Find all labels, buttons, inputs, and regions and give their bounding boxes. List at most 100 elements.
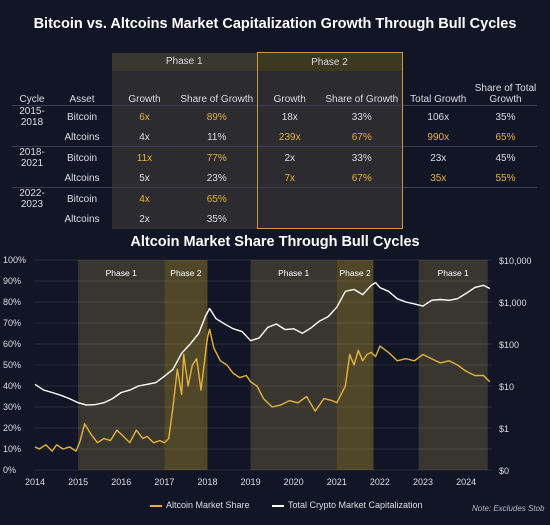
legend-total-label: Total Crypto Market Capitalization: [288, 500, 423, 510]
phase-band-label: Phase 2: [340, 268, 371, 278]
x-tick-label: 2023: [413, 477, 433, 487]
y-left-tick-label: 40%: [3, 381, 21, 391]
y-left-tick-label: 50%: [3, 360, 21, 370]
col-header-p2-share: Share of Growth: [322, 71, 403, 106]
table-row: 2015-2018 Bitcoin 6x 89% 18x 33% 106x 35%: [12, 105, 537, 128]
y-right-tick-label: $1: [499, 424, 509, 434]
phase-band-label: Phase 1: [438, 268, 469, 278]
asset-cell: Altcoins: [64, 213, 100, 225]
y-right-tick-label: $100: [499, 340, 519, 350]
cycle-cell: 2022-2023: [12, 187, 52, 210]
legend-altcoin-label: Altcoin Market Share: [166, 500, 250, 510]
phase-band-label: Phase 1: [106, 268, 137, 278]
p2s-cell: [322, 187, 403, 210]
x-tick-label: 2019: [241, 477, 261, 487]
cycle-cell: [12, 210, 52, 229]
p2g-cell: 2x: [256, 146, 322, 169]
table-row: 2018-2021 Bitcoin 11x 77% 2x 33% 23x 45%: [12, 146, 537, 169]
p1g-cell: 5x: [112, 169, 177, 188]
table-row: Altcoins 2x 35%: [12, 210, 537, 229]
y-left-tick-label: 60%: [3, 339, 21, 349]
p2s-cell: 67%: [322, 169, 403, 188]
y-left-tick-label: 0%: [3, 465, 16, 475]
tg-cell: [402, 210, 474, 229]
table-row: Altcoins 5x 23% 7x 67% 35x 55%: [12, 169, 537, 188]
y-left-tick-label: 70%: [3, 318, 21, 328]
y-left-tick-label: 100%: [3, 255, 26, 265]
tg-cell: 106x: [402, 105, 474, 128]
total-market-cap-line: [34, 281, 491, 406]
table-row: 2022-2023 Bitcoin 4x 65%: [12, 187, 537, 210]
cycle-cell: [12, 128, 52, 147]
x-tick-label: 2017: [154, 477, 174, 487]
col-header-total-share: Share of Total Growth: [474, 83, 537, 105]
y-right-tick-label: $10,000: [499, 256, 532, 266]
col-header-p1-growth: Growth: [112, 71, 177, 106]
asset-cell: Bitcoin: [52, 187, 112, 210]
tg-cell: 23x: [402, 146, 474, 169]
altcoin-share-chart: Phase 1 Phase 2 Phase 1 Phase 2 Phase 1 0% 10%…: [3, 255, 532, 487]
phase-band: [250, 260, 337, 470]
p2s-cell: 67%: [322, 128, 403, 147]
p2s-cell: 33%: [322, 105, 403, 128]
p1s-cell: 65%: [177, 187, 257, 210]
p1s-cell: 77%: [177, 146, 257, 169]
col-header-asset: Asset: [69, 94, 95, 105]
y-left-tick-label: 10%: [3, 444, 21, 454]
y-left-tick-label: 20%: [3, 423, 21, 433]
table-row: Altcoins 4x 11% 239x 67% 990x 65%: [12, 128, 537, 147]
p1g-cell: 11x: [112, 146, 177, 169]
y-left-tick-label: 80%: [3, 297, 21, 307]
x-tick-label: 2024: [456, 477, 476, 487]
cycle-cell: [12, 169, 52, 188]
y-left-tick-label: 90%: [3, 276, 21, 286]
ts-cell: 55%: [495, 172, 516, 184]
p1s-cell: 11%: [177, 128, 257, 147]
footnote: Note: Excludes Stob: [472, 504, 545, 513]
p2g-cell: 7x: [256, 169, 322, 188]
column-header-row: Cycle Asset Growth Share of Growth Growt…: [12, 71, 537, 106]
ts-cell: 35%: [474, 105, 537, 128]
x-tick-label: 2022: [370, 477, 390, 487]
col-header-p1-share: Share of Growth: [177, 71, 257, 106]
page-title: Bitcoin vs. Altcoins Market Capitalizati…: [33, 16, 517, 32]
phase-header-row: Phase 1 Phase 2: [12, 52, 537, 71]
cycle-cell: 2018-2021: [12, 146, 52, 169]
p2g-cell: 239x: [256, 128, 322, 147]
cycle-cell: 2015-2018: [12, 105, 52, 128]
tg-cell: 35x: [430, 172, 447, 184]
phase1-header: Phase 1: [112, 52, 257, 71]
p2g-cell: [256, 210, 322, 229]
p2g-cell: 18x: [256, 105, 322, 128]
p1s-cell: 23%: [177, 169, 257, 188]
p1g-cell: 4x: [112, 128, 177, 147]
phase-band: [164, 260, 208, 470]
x-tick-label: 2015: [68, 477, 88, 487]
growth-table: Phase 1 Phase 2 Cycle Asset Growth Share…: [12, 52, 537, 229]
p2s-cell: [322, 210, 403, 229]
x-tick-label: 2014: [25, 477, 45, 487]
tg-cell: [402, 187, 474, 210]
x-tick-label: 2020: [284, 477, 304, 487]
phase2-header: Phase 2: [256, 52, 403, 71]
p1g-cell: 4x: [112, 187, 177, 210]
legend-total-swatch: [272, 504, 284, 507]
p1g-cell: 2x: [112, 210, 177, 229]
p1s-cell: 89%: [177, 105, 257, 128]
tg-cell: 990x: [427, 131, 450, 143]
phase-band: [418, 260, 488, 470]
asset-cell: Bitcoin: [52, 105, 112, 128]
col-header-p2-growth: Growth: [256, 71, 322, 106]
ts-cell: 45%: [474, 146, 537, 169]
chart-title: Altcoin Market Share Through Bull Cycles: [130, 234, 420, 250]
ts-cell: 65%: [495, 131, 516, 143]
ts-cell: [474, 210, 537, 229]
legend-altcoin: Altcoin Market Share: [150, 500, 250, 510]
ts-cell: [474, 187, 537, 210]
y-left-tick-label: 30%: [3, 402, 21, 412]
y-right-tick-label: $10: [499, 382, 514, 392]
x-tick-label: 2021: [327, 477, 347, 487]
p1g-cell: 6x: [112, 105, 177, 128]
y-right-tick-label: $0: [499, 466, 509, 476]
p2s-cell: 33%: [322, 146, 403, 169]
